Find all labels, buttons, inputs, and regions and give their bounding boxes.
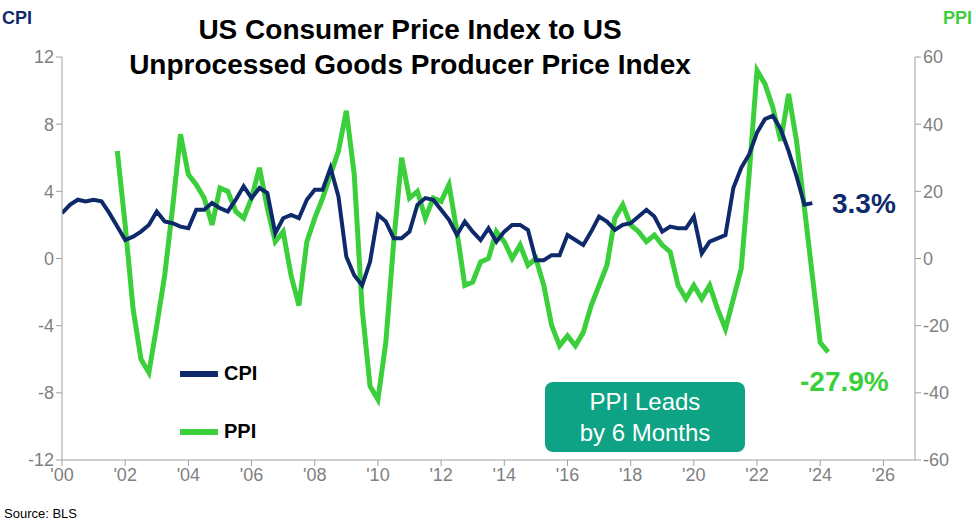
svg-text:40: 40	[923, 115, 943, 135]
svg-text:'26: '26	[872, 465, 895, 485]
svg-text:'18: '18	[619, 465, 642, 485]
svg-text:8: 8	[44, 115, 54, 135]
svg-text:'08: '08	[303, 465, 326, 485]
svg-text:-60: -60	[923, 450, 949, 470]
svg-text:'06: '06	[240, 465, 263, 485]
svg-text:'22: '22	[745, 465, 768, 485]
svg-text:'12: '12	[429, 465, 452, 485]
svg-text:'02: '02	[113, 465, 136, 485]
svg-text:-12: -12	[28, 450, 54, 470]
svg-text:0: 0	[44, 249, 54, 269]
svg-text:0: 0	[923, 249, 933, 269]
html-text:Source: BLS: Source: BLS	[4, 506, 77, 521]
svg-text:'20: '20	[682, 465, 705, 485]
html-text:CPI: CPI	[224, 362, 258, 384]
svg-text:20: 20	[923, 182, 943, 202]
svg-text:-40: -40	[923, 383, 949, 403]
svg-text:60: 60	[923, 47, 943, 67]
html-text:PPI: PPI	[224, 420, 257, 442]
html-text:-27.9%: -27.9%	[800, 366, 889, 397]
svg-text:12: 12	[34, 47, 54, 67]
html-text:US Consumer Price Index to US: US Consumer Price Index to US Unprocesse…	[129, 14, 691, 80]
svg-text:'14: '14	[493, 465, 516, 485]
svg-text:-20: -20	[923, 316, 949, 336]
svg-text:'16: '16	[556, 465, 579, 485]
html-text:CPI: CPI	[2, 8, 32, 28]
html-text:PPI Leads by 6 Months: PPI Leads by 6 Months	[579, 388, 711, 446]
svg-text:'10: '10	[366, 465, 389, 485]
svg-text:'00: '00	[50, 464, 74, 485]
svg-text:4: 4	[44, 182, 54, 202]
svg-text:'24: '24	[808, 465, 831, 485]
svg-text:-4: -4	[38, 316, 54, 336]
html-text:PPI: PPI	[943, 8, 972, 28]
html-text:3.3%: 3.3%	[832, 188, 896, 219]
svg-text:-8: -8	[38, 383, 54, 403]
svg-text:'04: '04	[177, 465, 200, 485]
